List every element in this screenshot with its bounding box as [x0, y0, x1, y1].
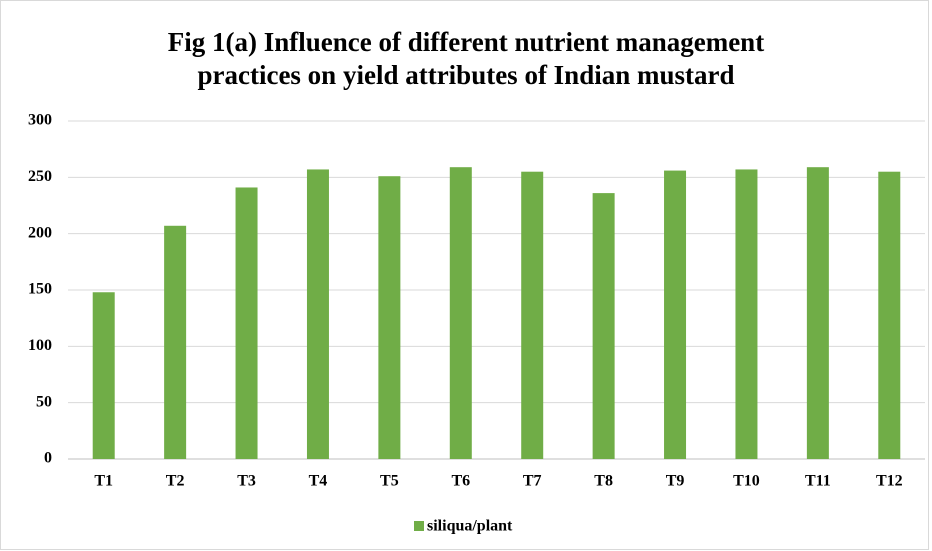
bar: [92, 292, 115, 459]
x-tick-label: T5: [380, 473, 399, 490]
x-tick-label: T8: [594, 473, 613, 490]
y-tick-label: 300: [28, 112, 52, 129]
bar: [164, 225, 187, 459]
bar: [449, 167, 472, 459]
x-tick-label: T2: [166, 473, 185, 490]
x-tick-label: T1: [94, 473, 113, 490]
x-tick-label: T9: [666, 473, 685, 490]
y-tick-label: 50: [36, 393, 52, 410]
y-tick-label: 0: [44, 450, 52, 467]
bar: [878, 171, 901, 459]
x-tick-label: T12: [876, 473, 903, 490]
x-tick-label: T7: [523, 473, 542, 490]
bar: [735, 169, 758, 460]
y-tick-label: 200: [28, 224, 52, 241]
bar: [235, 187, 258, 459]
legend-label: siliqua/plant: [427, 518, 513, 535]
bar: [306, 169, 329, 460]
y-tick-label: 150: [28, 281, 52, 298]
x-tick-label: T4: [309, 473, 328, 490]
y-tick-label: 250: [28, 168, 52, 185]
x-tick-label: T10: [733, 473, 760, 490]
bar: [664, 170, 687, 459]
y-tick-label: 100: [28, 337, 52, 354]
x-tick-label: T11: [805, 473, 831, 490]
chart-title: Fig 1(a) Influence of different nutrient…: [167, 27, 765, 90]
legend-swatch: [414, 521, 424, 531]
x-tick-label: T6: [451, 473, 470, 490]
bar: [521, 171, 544, 459]
bar: [806, 167, 829, 459]
x-tick-label: T3: [237, 473, 256, 490]
bar: [592, 193, 615, 459]
bar: [378, 176, 401, 459]
